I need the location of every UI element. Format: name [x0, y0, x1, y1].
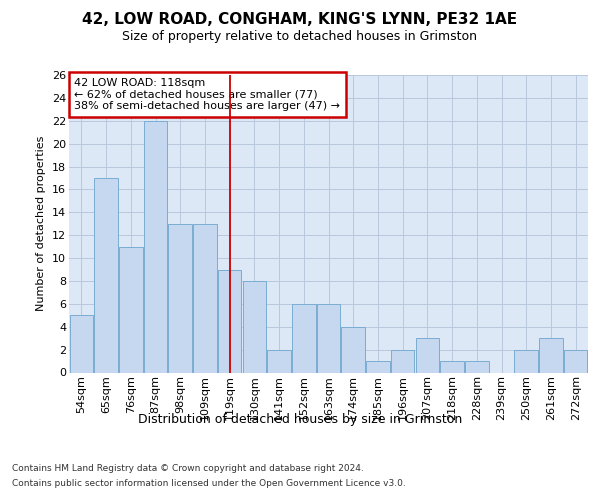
- Bar: [366, 361, 389, 372]
- Bar: [169, 224, 192, 372]
- Bar: [514, 350, 538, 372]
- Bar: [94, 178, 118, 372]
- Bar: [564, 350, 587, 372]
- Bar: [416, 338, 439, 372]
- Bar: [440, 361, 464, 372]
- Bar: [119, 246, 143, 372]
- Bar: [218, 270, 241, 372]
- Bar: [193, 224, 217, 372]
- Text: 42 LOW ROAD: 118sqm
← 62% of detached houses are smaller (77)
38% of semi-detach: 42 LOW ROAD: 118sqm ← 62% of detached ho…: [74, 78, 340, 111]
- Bar: [70, 316, 93, 372]
- Y-axis label: Number of detached properties: Number of detached properties: [37, 136, 46, 312]
- Text: Contains HM Land Registry data © Crown copyright and database right 2024.: Contains HM Land Registry data © Crown c…: [12, 464, 364, 473]
- Text: Distribution of detached houses by size in Grimston: Distribution of detached houses by size …: [138, 412, 462, 426]
- Bar: [268, 350, 291, 372]
- Bar: [242, 281, 266, 372]
- Bar: [391, 350, 415, 372]
- Text: 42, LOW ROAD, CONGHAM, KING'S LYNN, PE32 1AE: 42, LOW ROAD, CONGHAM, KING'S LYNN, PE32…: [82, 12, 518, 28]
- Bar: [144, 121, 167, 372]
- Text: Size of property relative to detached houses in Grimston: Size of property relative to detached ho…: [122, 30, 478, 43]
- Text: Contains public sector information licensed under the Open Government Licence v3: Contains public sector information licen…: [12, 479, 406, 488]
- Bar: [292, 304, 316, 372]
- Bar: [465, 361, 488, 372]
- Bar: [539, 338, 563, 372]
- Bar: [317, 304, 340, 372]
- Bar: [341, 326, 365, 372]
